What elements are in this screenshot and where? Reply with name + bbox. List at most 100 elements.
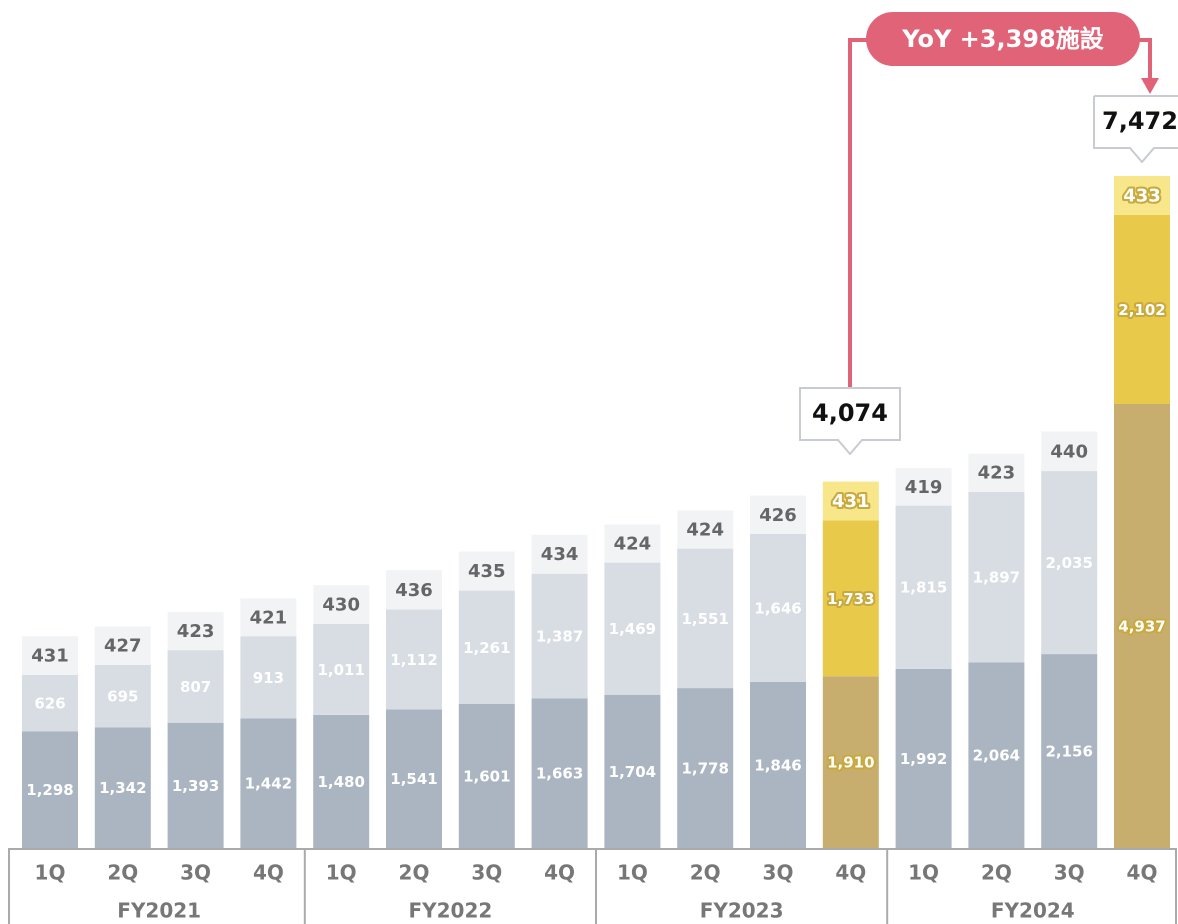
bar-segment xyxy=(458,590,515,705)
value-label: 421 xyxy=(250,607,288,628)
bar-segment xyxy=(822,481,879,521)
bar-segment xyxy=(677,510,734,549)
value-label: 1,393 xyxy=(172,777,219,795)
x-tick-label: 1Q xyxy=(35,861,66,885)
bar-segment xyxy=(313,585,370,624)
value-label: 1,480 xyxy=(317,773,364,791)
x-tick-label: 4Q xyxy=(253,861,284,885)
yoy-label: YoY +3,398施設 xyxy=(901,25,1104,53)
group-label: FY2021 xyxy=(117,899,201,923)
bar-segment xyxy=(22,731,78,848)
bar-segment xyxy=(604,524,661,563)
value-label: 1,541 xyxy=(390,770,437,788)
bar-segment xyxy=(240,718,297,848)
bar-segment xyxy=(94,626,151,665)
value-label: 431 xyxy=(31,646,69,667)
value-label: 423 xyxy=(978,463,1016,484)
bar-segment xyxy=(313,714,370,848)
bar-segment xyxy=(677,548,734,689)
value-label: 807 xyxy=(180,678,211,696)
bar-segment xyxy=(22,674,78,732)
value-label: 419 xyxy=(905,477,943,498)
group-label: FY2023 xyxy=(700,899,784,923)
bar-segment xyxy=(822,676,879,848)
value-label: 1,469 xyxy=(609,620,656,638)
x-tick-label: 3Q xyxy=(180,861,211,885)
value-label: 1,846 xyxy=(754,756,801,774)
value-label: 913 xyxy=(253,669,284,687)
bar-segment xyxy=(94,664,151,728)
bar-segment xyxy=(968,453,1025,492)
bar-segment xyxy=(895,467,952,506)
value-label: 1,112 xyxy=(390,651,437,669)
bar-segment xyxy=(750,533,806,682)
x-tick-label: 1Q xyxy=(617,861,648,885)
bar-segment xyxy=(1114,176,1170,215)
bar-segment xyxy=(1114,214,1170,404)
value-label: 1,992 xyxy=(900,750,947,768)
value-label: 1,663 xyxy=(536,765,583,783)
group-label: FY2024 xyxy=(991,899,1075,923)
value-label: 424 xyxy=(614,534,652,555)
bar-segment xyxy=(1041,654,1098,848)
bar-segment xyxy=(94,727,151,848)
x-tick-label: 4Q xyxy=(544,861,575,885)
bar-segment xyxy=(895,505,952,669)
bar-segment xyxy=(458,704,515,848)
bar-segment xyxy=(822,520,879,677)
value-label: 1,815 xyxy=(900,579,947,597)
value-label: 424 xyxy=(686,520,724,541)
x-tick-label: 1Q xyxy=(326,861,357,885)
x-tick-label: 4Q xyxy=(1127,861,1158,885)
value-label: 1,778 xyxy=(681,760,728,778)
value-label: 626 xyxy=(34,695,65,713)
bar-segment xyxy=(458,551,515,591)
bar-segment xyxy=(240,636,297,719)
bar-segment xyxy=(313,623,370,715)
bar-segment xyxy=(167,650,224,723)
bar-segment xyxy=(604,562,661,695)
bar-segment xyxy=(750,681,806,848)
bar-segment xyxy=(386,609,442,710)
value-label: 426 xyxy=(759,505,797,526)
bar-segment xyxy=(1114,403,1170,848)
bar-segment xyxy=(968,491,1025,663)
value-label: 1,910 xyxy=(827,754,874,772)
bar-segment xyxy=(531,698,588,848)
bar-segment xyxy=(240,598,297,637)
value-label: 440 xyxy=(1050,441,1088,462)
bar-segment xyxy=(22,636,78,675)
value-label: 427 xyxy=(104,636,142,657)
value-label: 1,298 xyxy=(26,781,73,799)
total-label: 7,472 xyxy=(1102,107,1178,135)
x-tick-label: 2Q xyxy=(107,861,138,885)
value-label: 423 xyxy=(177,621,215,642)
x-tick-label: 1Q xyxy=(908,861,939,885)
bar-segment xyxy=(531,534,588,574)
bar-segment xyxy=(167,612,224,651)
value-label: 2,064 xyxy=(973,747,1020,765)
value-label: 1,601 xyxy=(463,768,510,786)
x-tick-label: 3Q xyxy=(1054,861,1085,885)
bar-segment xyxy=(386,709,442,848)
value-label: 431 xyxy=(832,491,870,512)
bar-segment xyxy=(386,570,442,610)
yoy-pill xyxy=(866,12,1140,66)
x-tick-label: 3Q xyxy=(763,861,794,885)
yoy-arrow xyxy=(1141,78,1159,94)
value-label: 433 xyxy=(1123,185,1161,206)
value-label: 2,035 xyxy=(1045,554,1092,572)
value-label: 1,387 xyxy=(536,628,583,646)
x-tick-label: 2Q xyxy=(399,861,430,885)
value-label: 1,897 xyxy=(973,569,1020,587)
bar-segment xyxy=(1041,471,1098,655)
value-label: 1,342 xyxy=(99,779,146,797)
yoy-connector xyxy=(848,38,1152,388)
bar-segment xyxy=(677,688,734,848)
value-label: 1,646 xyxy=(754,599,801,617)
value-label: 1,733 xyxy=(827,590,874,608)
bar-segment xyxy=(895,668,952,848)
bar-segment xyxy=(968,662,1025,848)
bar-segment xyxy=(604,694,661,848)
